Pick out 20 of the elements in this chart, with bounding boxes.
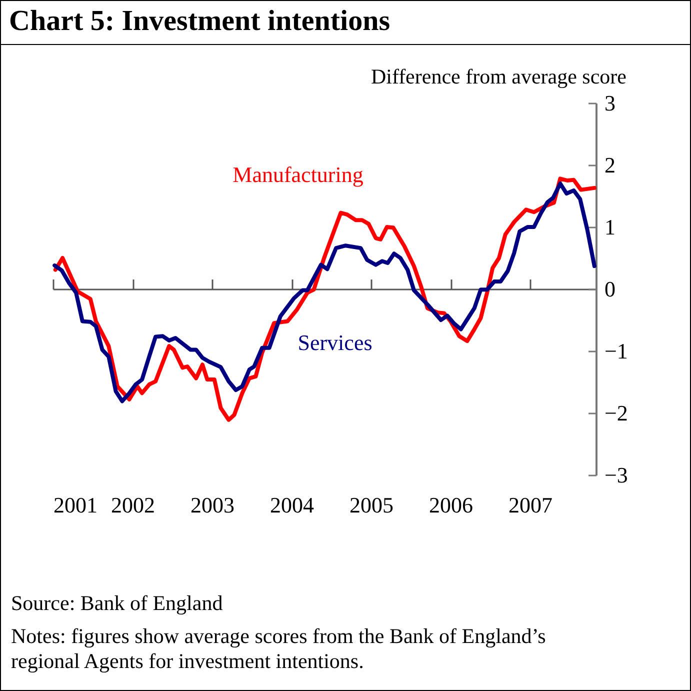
series-label: Services: [298, 330, 372, 355]
y-tick-label: 3: [604, 90, 616, 116]
y-tick-label: −3: [604, 462, 628, 488]
x-tick-label: 2007: [508, 492, 553, 518]
series-label: Manufacturing: [232, 162, 364, 187]
x-tick-label: 2001: [54, 492, 98, 518]
y-tick-label: 1: [604, 214, 616, 240]
chart-title: Chart 5: Investment intentions: [1, 1, 690, 45]
x-tick-label: 2005: [350, 492, 394, 518]
x-tick-label: 2003: [190, 492, 235, 518]
x-tick-label: 2004: [270, 492, 314, 518]
x-tick-label: 2002: [111, 492, 155, 518]
y-axis-title: Difference from average score: [370, 64, 626, 88]
text: Notes: figures show average scores from the Bank of England’s regional Agents for investment intentions.: [11, 624, 547, 674]
source-note: Source: Bank of England: [11, 591, 224, 616]
y-tick-label: −2: [604, 400, 628, 426]
y-tick-label: 2: [604, 152, 616, 178]
y-tick-label: −1: [604, 338, 628, 364]
x-tick-label: 2006: [429, 492, 474, 518]
y-tick-label: 0: [604, 276, 616, 302]
